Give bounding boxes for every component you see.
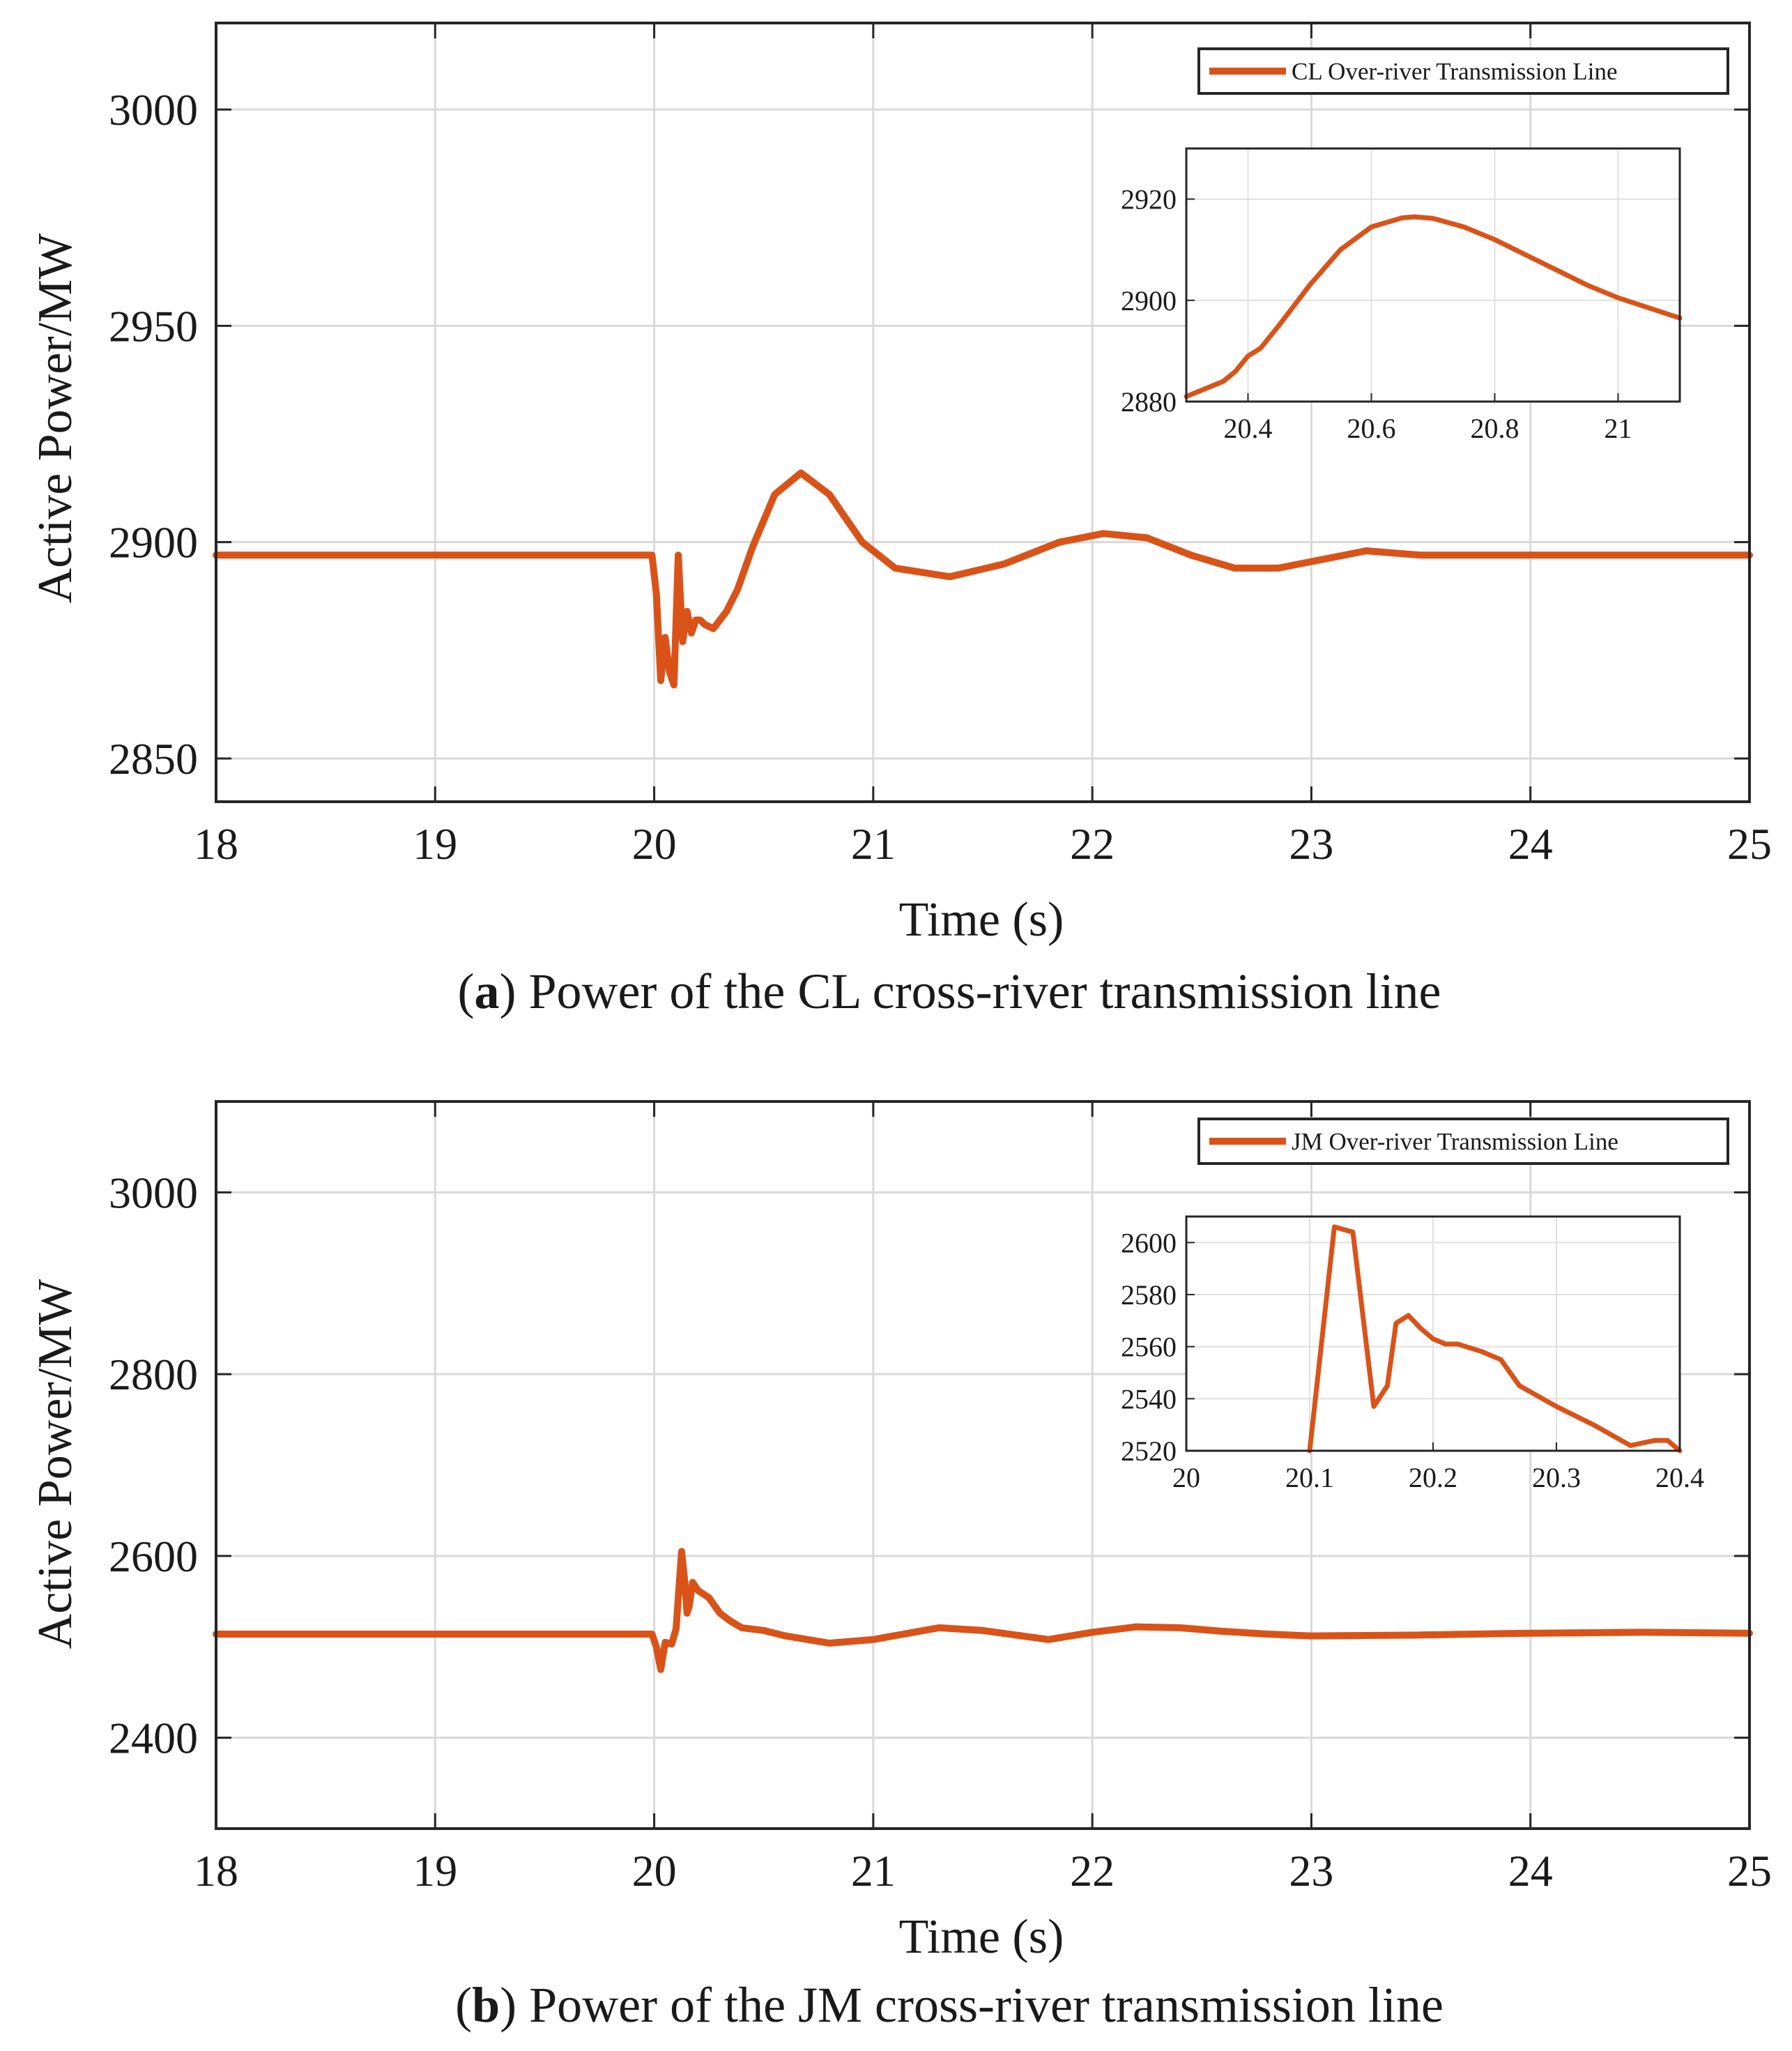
inset-y-tick-label: 2520 <box>1121 1435 1177 1467</box>
chart-panel-b: 18 19 20 21 22 23 24 25 2400 2600 2800 3000 JM Over… <box>29 1100 1772 2033</box>
y-tick-label: 3000 <box>109 1168 198 1217</box>
inset-x-tick-label: 20.1 <box>1285 1462 1334 1493</box>
legend: JM Over-river Transmission Line <box>1197 1118 1729 1165</box>
inset-x-tick-label: 20.4 <box>1224 413 1273 444</box>
inset-y-tick-label: 2540 <box>1121 1383 1177 1415</box>
y-axis-label: Active Power/MW <box>29 234 82 604</box>
inset-y-tick-label: 2560 <box>1121 1332 1177 1363</box>
x-tick-label: 23 <box>1289 819 1333 869</box>
y-tick-label: 2900 <box>109 518 198 567</box>
x-tick-label: 18 <box>194 1846 238 1896</box>
x-tick-label: 22 <box>1070 819 1115 869</box>
y-tick-label: 2400 <box>109 1714 198 1763</box>
inset-y-tick-label: 2920 <box>1121 184 1177 215</box>
grid-lines <box>216 23 1749 802</box>
x-tick-label: 19 <box>413 819 457 869</box>
x-tick-label: 20 <box>632 819 677 869</box>
plot-frame <box>215 22 1751 803</box>
series-lines <box>213 469 1753 689</box>
series-line <box>213 1548 1753 1673</box>
x-tick-label: 23 <box>1289 1846 1333 1896</box>
series-line <box>213 469 1753 689</box>
inset-tick-labels: 20.4 20.6 20.8 21 2880 2900 2920 <box>1121 184 1632 444</box>
inset-chart: 20 20.1 20.2 20.3 20.4 2520 2540 2560 2580 2600 <box>1121 1215 1704 1493</box>
inset-line <box>1307 1224 1683 1454</box>
legend: CL Over-river Transmission Line <box>1197 47 1729 95</box>
inset-x-tick-label: 20.2 <box>1409 1462 1457 1493</box>
y-tick-label: 3000 <box>109 85 198 135</box>
caption-b: (b) Power of the JM cross-river transmis… <box>455 1977 1443 2033</box>
caption-text: Power of the JM cross-river transmission… <box>516 1977 1443 2033</box>
plot-frame <box>215 1100 1751 1830</box>
x-axis-label: Time (s) <box>899 1910 1064 1964</box>
inset-y-tick-label: 2600 <box>1121 1227 1177 1258</box>
caption-a: (a) Power of the CL cross-river transmis… <box>457 963 1441 1019</box>
inset-x-tick-label: 21 <box>1605 413 1632 444</box>
tick-labels: 18 19 20 21 22 23 24 25 2850 2900 2950 3000 <box>109 85 1772 869</box>
inset-x-tick-label: 20.8 <box>1471 413 1519 444</box>
inset-x-tick-label: 20.6 <box>1347 413 1396 444</box>
x-tick-label: 22 <box>1070 1846 1115 1896</box>
y-tick-label: 2850 <box>109 734 198 784</box>
inset-x-tick-label: 20.3 <box>1532 1462 1581 1493</box>
inset-series-line <box>1307 1224 1683 1454</box>
x-tick-label: 24 <box>1508 1846 1553 1896</box>
legend-box <box>1197 47 1729 95</box>
inset-line <box>1184 214 1683 399</box>
inset-x-tick-label: 20.4 <box>1655 1462 1704 1493</box>
inset-chart: 20.4 20.6 20.8 21 2880 2900 2920 <box>1121 147 1683 444</box>
legend-box <box>1197 1118 1729 1165</box>
chart-panel-a: 18 19 20 21 22 23 24 25 2850 2900 2950 3000 CL Over… <box>29 22 1772 1019</box>
grid-lines <box>216 1101 1749 1829</box>
x-tick-label: 21 <box>851 1846 896 1896</box>
x-tick-label: 24 <box>1508 819 1553 869</box>
caption-label: a <box>474 963 499 1019</box>
caption-label: b <box>472 1977 500 2033</box>
x-tick-label: 20 <box>632 1846 677 1896</box>
caption-text: Power of the CL cross-river transmission… <box>516 963 1441 1019</box>
legend-label: CL Over-river Transmission Line <box>1292 58 1618 85</box>
inset-frame <box>1185 1215 1681 1452</box>
x-tick-label: 19 <box>413 1846 457 1896</box>
inset-y-tick-label: 2880 <box>1121 386 1177 418</box>
axis-ticks <box>215 23 1751 802</box>
inset-y-tick-label: 2900 <box>1121 285 1177 317</box>
axis-ticks <box>215 1101 1751 1829</box>
inset-frame <box>1185 147 1681 403</box>
inset-x-tick-label: 20 <box>1172 1462 1200 1493</box>
inset-background <box>1186 148 1680 402</box>
series-lines <box>213 1548 1753 1673</box>
x-tick-label: 25 <box>1727 819 1772 869</box>
x-axis-label: Time (s) <box>899 893 1064 947</box>
y-axis-label: Active Power/MW <box>29 1279 82 1649</box>
inset-tick-labels: 20 20.1 20.2 20.3 20.4 2520 2540 2560 2580 2600 <box>1121 1227 1704 1493</box>
inset-series-line <box>1184 214 1683 399</box>
x-tick-label: 18 <box>194 819 238 869</box>
x-tick-label: 25 <box>1727 1846 1772 1896</box>
legend-label: JM Over-river Transmission Line <box>1292 1128 1618 1155</box>
y-tick-label: 2600 <box>109 1532 198 1581</box>
y-tick-label: 2950 <box>109 301 198 351</box>
inset-y-tick-label: 2580 <box>1121 1279 1177 1311</box>
x-tick-label: 21 <box>851 819 896 869</box>
y-tick-label: 2800 <box>109 1350 198 1399</box>
tick-labels: 18 19 20 21 22 23 24 25 2400 2600 2800 3000 <box>109 1168 1772 1896</box>
